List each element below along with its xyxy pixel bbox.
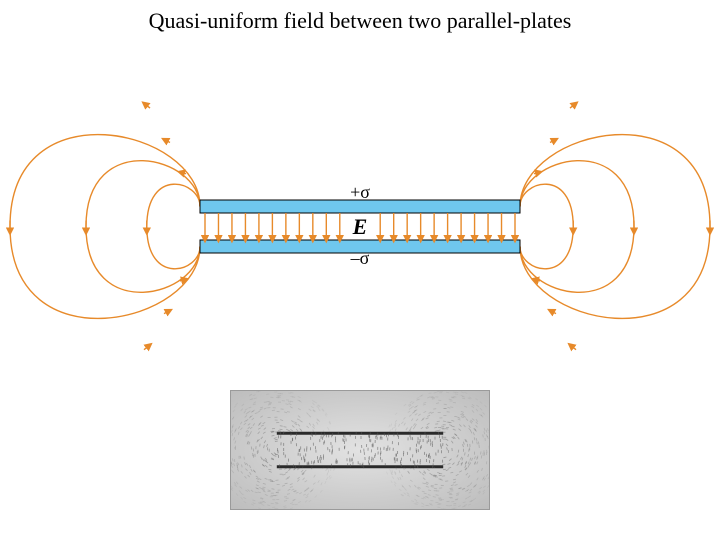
svg-text:+σ: +σ: [350, 182, 370, 202]
experiment-photo: [230, 390, 490, 510]
figure-slide: Quasi-uniform field between two parallel…: [0, 0, 720, 540]
svg-text:E: E: [352, 214, 368, 239]
field-diagram: +σ E –σ: [0, 50, 720, 375]
figure-title: Quasi-uniform field between two parallel…: [0, 8, 720, 34]
svg-text:–σ: –σ: [350, 248, 370, 268]
